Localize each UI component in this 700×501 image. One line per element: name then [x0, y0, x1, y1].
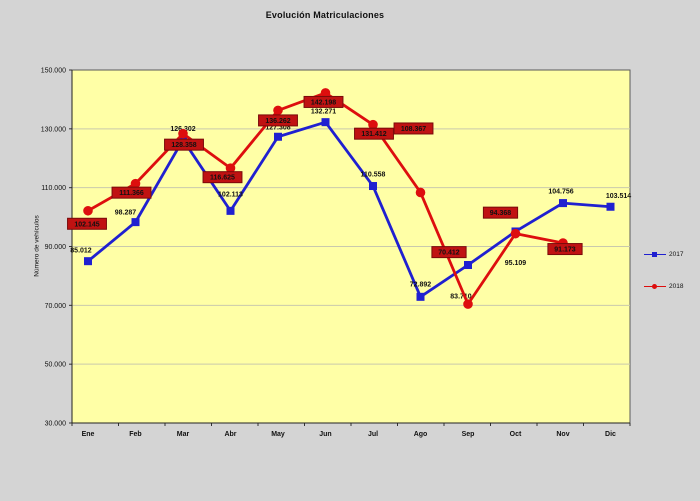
data-point-2018-Ene: [83, 205, 93, 216]
data-label-box-2018-Ene: [67, 217, 107, 230]
data-label-2017-Jun: 132.271: [311, 109, 336, 116]
data-label-2018-Feb: 111.366: [119, 190, 144, 197]
data-point-2017-Nov: [559, 199, 567, 208]
x-category-label: May: [271, 431, 285, 438]
data-label-2018-Mar: 128.358: [171, 142, 196, 149]
legend-2018-marker-icon: [644, 282, 666, 290]
data-label-2017-Oct: 95.109: [505, 260, 527, 267]
data-point-2017-Ago: [416, 292, 425, 301]
data-label-2017-Abr: 102.113: [218, 191, 243, 198]
data-label-2017-Nov: 104.756: [548, 189, 573, 196]
x-category-label: Jul: [368, 431, 378, 438]
data-label-box-2018-Jun: [303, 95, 344, 108]
y-tick-label: 110.000: [41, 185, 66, 192]
data-label-2018-Abr: 116.625: [210, 175, 235, 182]
x-category-label: Oct: [510, 431, 522, 438]
data-point-2017-Feb: [131, 218, 140, 227]
data-point-2017-Ene: [84, 257, 92, 266]
y-tick-label: 130.000: [41, 126, 66, 133]
data-label-2018-Ene: 102.145: [74, 221, 99, 228]
x-category-label: Ago: [414, 431, 428, 438]
data-label-2018-May: 136.262: [265, 118, 290, 125]
data-label-box-2018-Feb: [111, 186, 152, 199]
data-label-2017-Feb: 98.287: [115, 210, 137, 217]
data-point-2017-Jun: [321, 118, 330, 127]
data-point-2017-Abr: [226, 206, 235, 215]
data-label-box-2018-Jul: [354, 127, 394, 140]
series-2017-line: [87, 120, 611, 299]
data-label-box-2018-Nov: [547, 243, 583, 256]
data-point-2018-Ago: [415, 187, 426, 198]
data-label-2017-Ene: 85.012: [70, 248, 92, 255]
data-point-2018-Oct: [510, 228, 521, 239]
x-category-label: Nov: [556, 431, 569, 438]
data-label-2018-Jun: 142.198: [311, 99, 336, 106]
data-label-box-2018-May: [258, 114, 298, 127]
y-tick-label: 150.000: [41, 68, 66, 75]
legend-label: 2018: [669, 282, 684, 290]
data-point-2017-Jul: [369, 182, 377, 191]
data-point-2017-Dic: [606, 202, 615, 211]
x-category-label: Abr: [224, 431, 236, 438]
legend-label: 2017: [669, 250, 684, 258]
y-tick-label: 90.000: [45, 244, 67, 251]
data-point-2018-Mar: [178, 128, 188, 139]
x-category-label: Dic: [605, 431, 616, 438]
data-label-2017-Dic: 103.514: [606, 193, 631, 200]
data-label-box-2018-Oct: [482, 206, 519, 219]
data-label-box-2018-Sep: [431, 246, 467, 259]
data-point-2018-Sep: [463, 299, 473, 309]
data-label-2018-Ago: 108.367: [401, 126, 426, 133]
y-tick-label: 50.000: [45, 362, 67, 369]
legend-2017-marker-icon: [644, 250, 666, 258]
x-category-label: Mar: [177, 431, 190, 438]
legend-item-2017: 2017: [644, 250, 683, 258]
data-label-2018-Oct: 94.368: [490, 210, 512, 217]
x-category-label: Sep: [462, 431, 475, 438]
data-point-2017-Sep: [464, 261, 472, 270]
legend-item-2018: 2018: [644, 282, 683, 290]
data-label-2017-Ago: 72.892: [410, 281, 432, 288]
y-tick-label: 70.000: [45, 303, 67, 310]
data-label-2017-Jul: 110.558: [361, 172, 386, 179]
data-label-2018-Sep: 70.412: [438, 250, 460, 257]
y-tick-label: 30.000: [45, 421, 67, 428]
data-label-2017-May: 127.308: [265, 124, 290, 131]
x-category-label: Feb: [129, 431, 141, 438]
data-label-2017-Sep: 83.710: [450, 294, 472, 301]
chart-title: Evolución Matriculaciones: [265, 10, 385, 20]
data-label-box-2018-Mar: [164, 138, 204, 151]
legend: 2017 2018: [644, 250, 683, 290]
x-category-label: Ene: [82, 431, 95, 438]
x-category-label: Jun: [319, 431, 331, 438]
data-label-box-2018-Ago: [393, 122, 434, 135]
data-point-2017-May: [274, 132, 282, 141]
data-point-2018-May: [273, 105, 283, 116]
data-label-2018-Jul: 131.412: [361, 131, 386, 138]
data-label-2018-Nov: 91.173: [554, 247, 576, 254]
data-label-box-2018-Abr: [202, 171, 243, 184]
